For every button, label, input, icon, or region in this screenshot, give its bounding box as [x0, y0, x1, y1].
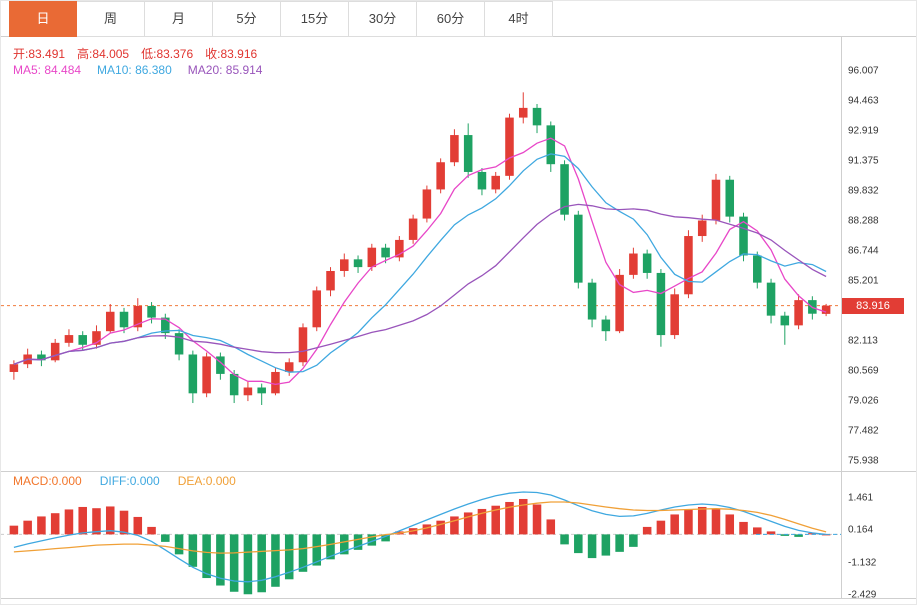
tab-monthly[interactable]: 月 [145, 1, 213, 37]
tab-30min[interactable]: 30分 [349, 1, 417, 37]
ma20-value: MA20: 85.914 [187, 63, 263, 77]
high-label: 高: [77, 47, 93, 61]
axis-divider [841, 37, 842, 598]
tab-5min[interactable]: 5分 [213, 1, 281, 37]
timeframe-tabbar: 日 周 月 5分 15分 30分 60分 4时 [1, 1, 916, 37]
price-tick: 85.201 [848, 275, 879, 287]
tab-60min[interactable]: 60分 [417, 1, 485, 37]
price-tick: 82.113 [848, 335, 878, 347]
open-label: 开: [13, 47, 29, 61]
price-tick: 94.463 [848, 95, 879, 107]
price-tick: 92.919 [848, 125, 879, 137]
panel-divider [1, 471, 916, 472]
macd-tick: -1.132 [848, 557, 877, 569]
macd-tick: 1.461 [848, 492, 874, 504]
low-value: 83.376 [156, 47, 194, 61]
price-tick: 89.832 [848, 185, 879, 197]
diff-value: DIFF:0.000 [99, 474, 160, 488]
close-label: 收: [205, 47, 221, 61]
ohlc-readout: 开:83.491 高:84.005 低:83.376 收:83.916 [13, 45, 257, 62]
ma10-value: MA10: 86.380 [97, 63, 172, 77]
macd-chart[interactable] [1, 489, 841, 598]
dea-value: DEA:0.000 [177, 474, 236, 488]
close-value: 83.916 [220, 47, 258, 61]
open-value: 83.491 [28, 47, 66, 61]
current-price-badge: 83.916 [842, 297, 904, 314]
price-axis: 96.007 94.463 92.919 91.375 89.832 88.28… [842, 37, 916, 471]
ma-readout: MA5: 84.484 MA10: 86.380 MA20: 85.914 [13, 63, 262, 77]
high-value: 84.005 [92, 47, 130, 61]
candlestick-chart[interactable] [1, 37, 841, 471]
price-tick: 75.938 [848, 455, 879, 467]
price-tick: 79.026 [848, 395, 879, 407]
price-tick: 77.482 [848, 425, 879, 437]
low-label: 低: [141, 47, 157, 61]
ma5-value: MA5: 84.484 [13, 63, 82, 77]
price-tick: 88.288 [848, 215, 879, 227]
macd-value: MACD:0.000 [13, 474, 82, 488]
price-tick: 80.569 [848, 365, 879, 377]
tab-weekly[interactable]: 周 [77, 1, 145, 37]
price-tick: 86.744 [848, 245, 879, 257]
macd-axis: 1.461 0.164 -1.132 -2.429 [842, 489, 916, 601]
macd-readout: MACD:0.000 DIFF:0.000 DEA:0.000 [13, 474, 236, 488]
bottom-border [1, 598, 916, 599]
price-tick: 96.007 [848, 65, 879, 77]
price-tick: 91.375 [848, 155, 879, 167]
tab-daily[interactable]: 日 [9, 1, 77, 37]
macd-tick: -2.429 [848, 589, 877, 601]
macd-tick: 0.164 [848, 524, 874, 536]
tab-15min[interactable]: 15分 [281, 1, 349, 37]
tab-4hour[interactable]: 4时 [485, 1, 553, 37]
